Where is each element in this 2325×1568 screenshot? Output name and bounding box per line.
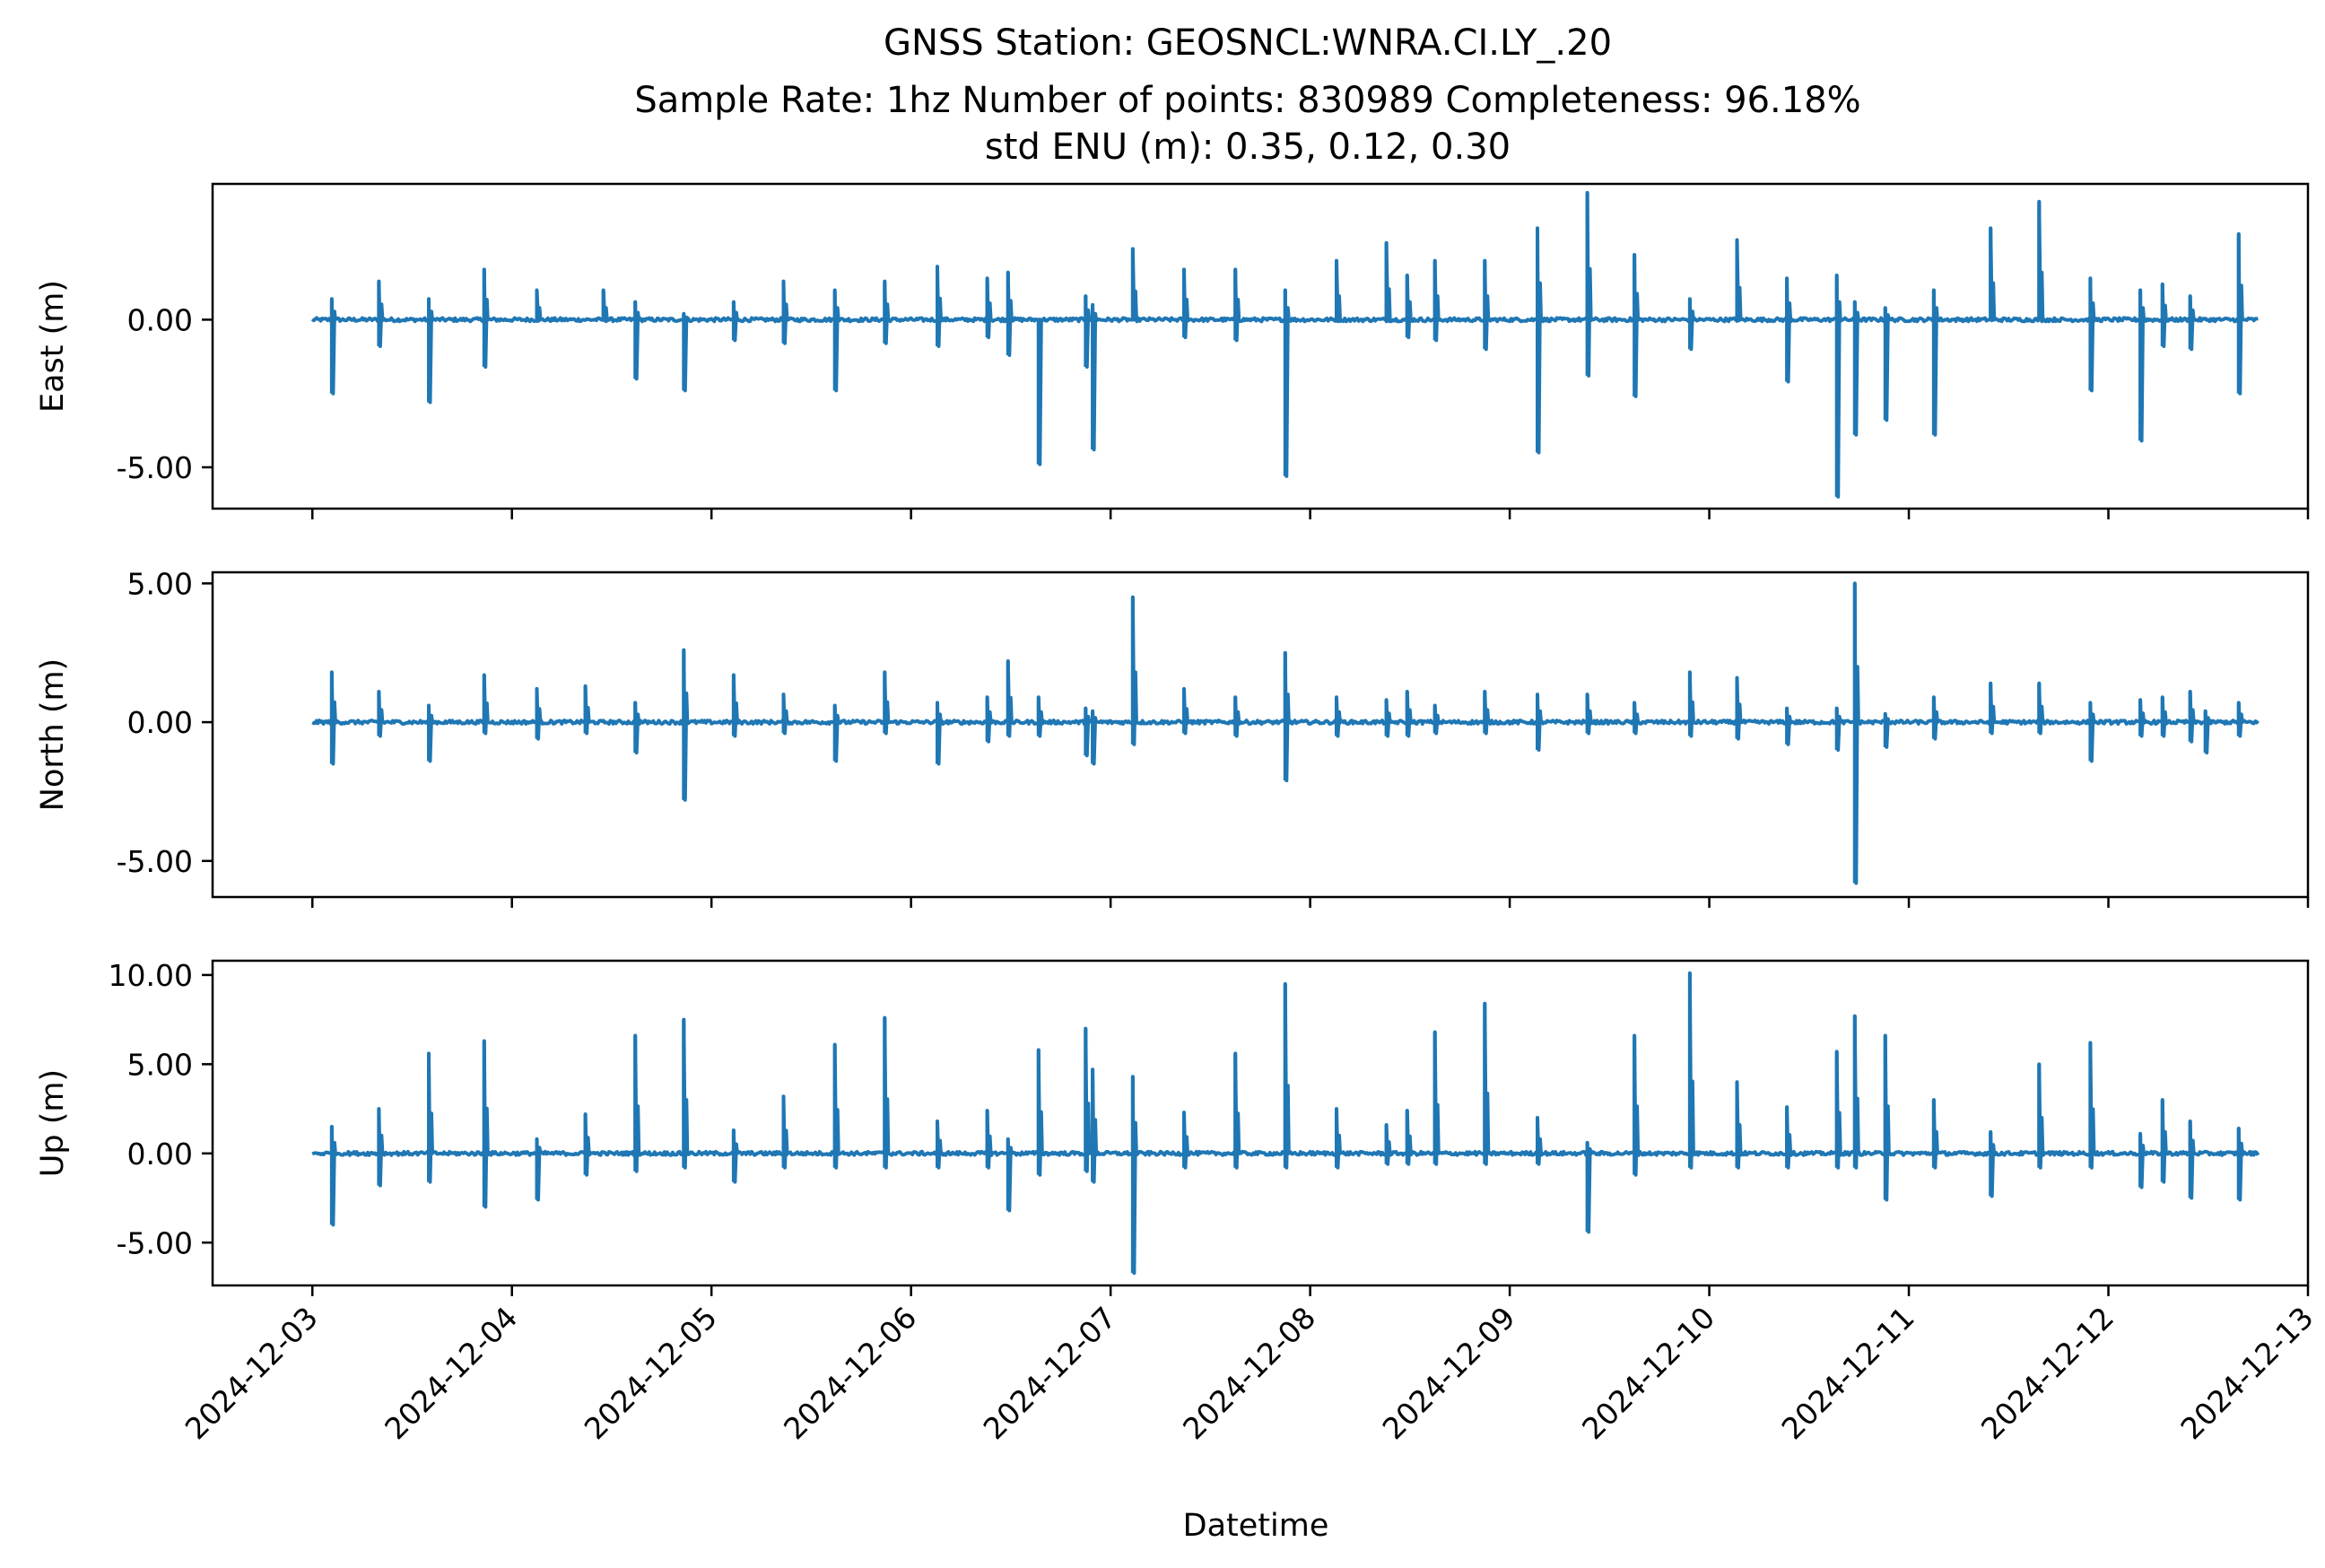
y-tick-label: 0.00 [127, 705, 193, 740]
y-tick-label: -5.00 [117, 450, 193, 485]
x-tick-label: 2024-12-04 [378, 1300, 524, 1446]
chart-panels: 0.00 -5.00 East (m) 5.00 0.00 -5.00 North (m) 1… [35, 182, 2310, 1296]
y-axis-label: East (m) [35, 280, 71, 413]
x-tick-label: 2024-12-07 [977, 1300, 1123, 1446]
panel-east: 0.00 -5.00 East (m) [35, 182, 2310, 519]
y-tick-label: -5.00 [117, 844, 193, 879]
x-tick-label: 2024-12-05 [578, 1300, 724, 1446]
x-axis: 2024-12-03 2024-12-04 2024-12-05 2024-12-06… [179, 1300, 2321, 1446]
chart-title: GNSS Station: GEOSNCL:WNRA.CI.LY_.20 Sam… [634, 22, 1860, 168]
y-tick-label: 0.00 [127, 302, 193, 337]
y-tick-label: 5.00 [127, 1047, 193, 1082]
x-tick-label: 2024-12-12 [1974, 1300, 2120, 1446]
panel-frame [211, 571, 2310, 899]
y-axis-label: Up (m) [35, 1069, 71, 1177]
y-tick-label: 5.00 [127, 566, 193, 601]
chart-title-line-1: GNSS Station: GEOSNCL:WNRA.CI.LY_.20 [884, 22, 1612, 64]
chart-title-line-3: std ENU (m): 0.35, 0.12, 0.30 [985, 126, 1511, 168]
x-tick-label: 2024-12-06 [777, 1300, 923, 1446]
x-axis-label: Datetime [1183, 1508, 1329, 1544]
x-tick-label: 2024-12-08 [1176, 1300, 1322, 1446]
y-tick-label: 0.00 [127, 1137, 193, 1172]
x-tick-label: 2024-12-10 [1575, 1300, 1721, 1446]
x-tick-label: 2024-12-03 [179, 1300, 325, 1446]
panel-frame [211, 959, 2310, 1287]
panel-up: 10.00 5.00 0.00 -5.00 Up (m) [35, 958, 2310, 1296]
panel-frame [211, 182, 2310, 510]
x-tick-label: 2024-12-11 [1775, 1300, 1921, 1446]
x-tick-label: 2024-12-13 [2173, 1300, 2320, 1446]
y-tick-label: 10.00 [109, 958, 193, 993]
chart-title-line-2: Sample Rate: 1hz Number of points: 83098… [634, 80, 1860, 121]
y-axis-label: North (m) [35, 658, 71, 811]
panel-north: 5.00 0.00 -5.00 North (m) [35, 566, 2310, 908]
y-tick-label: -5.00 [117, 1225, 193, 1260]
series-line [311, 581, 2260, 885]
x-tick-label: 2024-12-09 [1376, 1300, 1522, 1446]
